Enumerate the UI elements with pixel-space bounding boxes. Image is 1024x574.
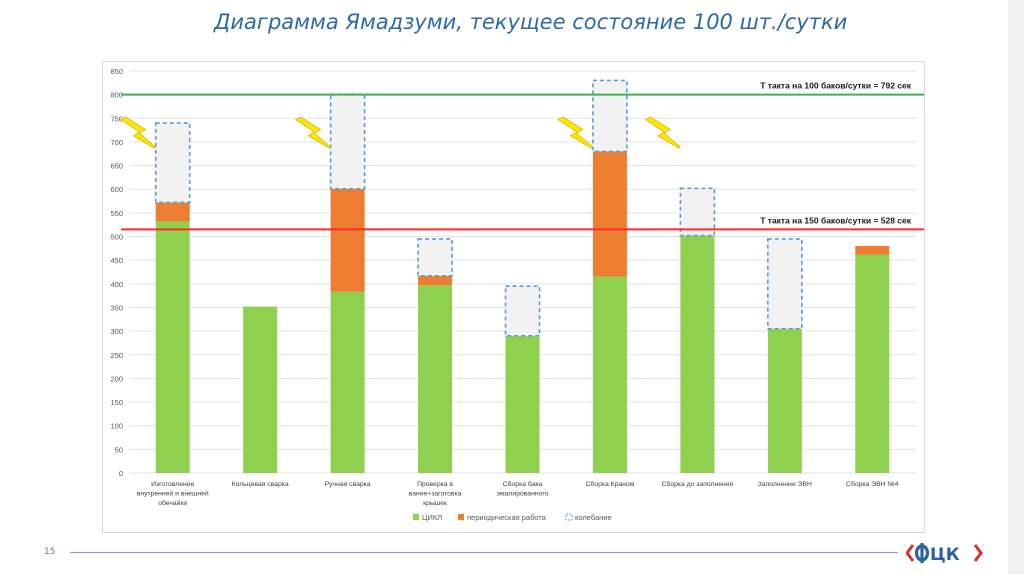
x-category-label: Заполнение ЭВН [758,481,812,488]
x-category-label: обечайки [158,499,187,507]
legend-label: периодическая работа [467,513,547,522]
x-category-label: Сборка Краном [585,480,634,488]
legend-swatch-variation [565,513,573,521]
bar-variation [154,122,191,204]
bar-variation [679,187,716,237]
bar-cycle [418,285,453,473]
y-tick-label: 200 [110,374,123,383]
x-category-label: Кольцевая сварка [232,481,289,488]
bar-cycle [505,335,540,473]
bar-variation [417,238,453,277]
x-category-label: Изготовление [151,481,195,488]
takt-line-label: T такта на 150 баков/сутки = 528 сек [760,215,912,225]
y-tick-label: 650 [110,162,123,171]
bar-cycle [243,306,278,473]
legend-swatch-cycle [413,514,419,520]
x-category-label: Сборка ЭВН №4 [846,480,899,488]
page-number: 15 [44,547,56,557]
bar-periodic [330,188,365,292]
x-category-label: Сборка до заполнения [662,480,734,488]
bar-cycle [592,276,627,473]
y-tick-label: 750 [110,114,123,123]
bar-cycle [155,221,190,473]
bar-cycle [330,291,365,473]
slide-title: Диаграмма Ямадзуми, текущее состояние 10… [214,10,848,34]
y-tick-label: 700 [110,138,123,147]
x-category-label: Сборка бака [503,480,543,488]
bar-periodic [418,275,453,286]
y-tick-label: 450 [110,256,123,265]
y-tick-label: 250 [110,351,123,360]
legend-swatch-periodic [458,514,464,520]
footer-divider [70,552,898,553]
x-category-label: ванне+заготовка [409,491,462,498]
x-category-label: внутренней и внешней [137,490,209,498]
y-tick-label: 50 [115,445,123,454]
chart-frame: 0 50 100 150 200 250 300 350 400 450 500 550 600 650 7… [102,61,925,533]
yamazumi-chart: 0 50 100 150 200 250 300 350 400 450 500 550 600 650 7… [110,67,924,522]
y-tick-label: 800 [110,91,123,100]
bar-periodic [855,245,890,255]
y-tick-label: 550 [110,209,123,218]
logo-left-bracket-icon [906,544,915,562]
right-edge-strip [1008,0,1024,574]
bar-cycle [680,235,715,473]
y-tick-label: 150 [110,398,123,407]
lightning-warning-icon [644,116,681,149]
legend-label: колебание [575,513,612,522]
y-tick-label: 300 [110,327,123,336]
logo-text: ЦК [930,545,960,564]
bar-variation [329,93,366,190]
x-category-label: Ручная сварка [325,481,371,488]
bar-periodic [155,202,190,222]
y-tick-label: 600 [110,185,123,194]
bar-cycle [767,328,802,473]
lightning-warning-icon [557,116,594,149]
legend-label: ЦИКЛ [422,513,442,522]
y-tick-label: 100 [110,422,123,431]
bar-variation [504,285,541,337]
logo-right-bracket-icon [973,544,983,562]
takt-line-label: T такта на 100 баков/сутки = 792 сек [760,81,912,91]
x-category-label: крышек [423,500,447,507]
bar-cycle [855,254,890,473]
company-logo: ЦК [906,543,983,564]
x-category-label: Проверка в [417,481,453,488]
bar-periodic [592,151,627,277]
x-category-label: эмалированного [497,491,549,498]
y-tick-label: 0 [119,469,123,478]
y-tick-label: 850 [110,67,123,76]
bar-variation [592,79,628,153]
bar-variation [767,238,803,330]
y-tick-label: 350 [110,303,123,312]
y-tick-label: 400 [110,280,123,289]
lightning-warning-icon [294,116,332,149]
lightning-warning-icon [119,116,157,149]
y-tick-label: 500 [110,233,123,242]
